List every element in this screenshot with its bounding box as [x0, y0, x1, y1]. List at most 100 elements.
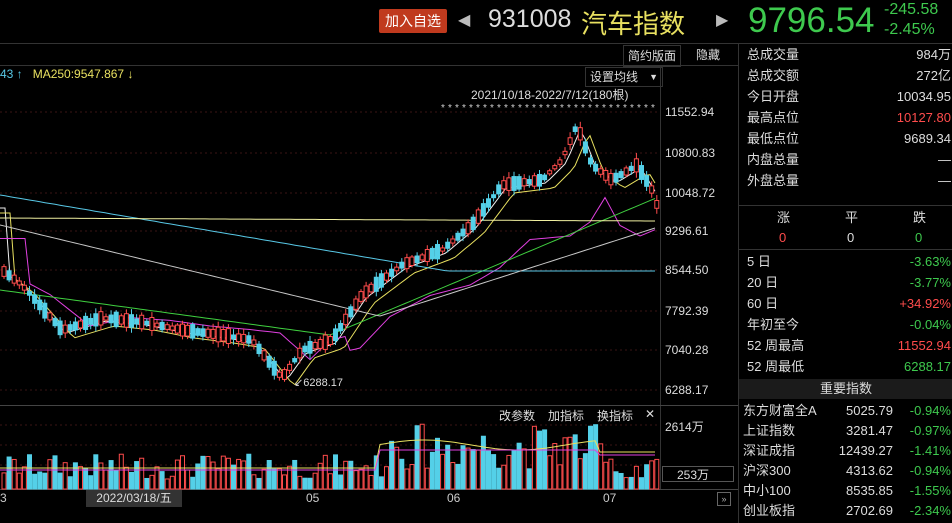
- svg-text:*: *: [567, 103, 571, 114]
- add-indicator-button[interactable]: 加指标: [548, 409, 585, 423]
- svg-text:*: *: [637, 103, 641, 114]
- index-name: 上证指数: [743, 423, 796, 438]
- index-value: 8535.85: [846, 483, 893, 498]
- index-row[interactable]: 东方财富全A 5025.79 -0.94%: [743, 401, 951, 421]
- hide-button[interactable]: 隐藏: [695, 48, 720, 62]
- chevron-down-icon: ▼: [649, 72, 658, 82]
- svg-text:*: *: [476, 103, 480, 114]
- index-pct: -2.34%: [909, 503, 951, 518]
- svg-text:*: *: [616, 103, 620, 114]
- stat-value: 9689.34: [904, 131, 951, 146]
- quote-panel: 总成交量 984万 总成交额 272亿 今日开盘 10034.95 最高点位 10127.80…: [738, 43, 952, 523]
- index-value: 3281.47: [846, 423, 893, 438]
- svg-text:*: *: [504, 103, 508, 114]
- simple-layout-button[interactable]: 简约版面: [623, 45, 681, 67]
- performance-value: +34.92%: [899, 296, 951, 311]
- svg-text:*: *: [553, 103, 557, 114]
- performance-row: 5 日 -3.63%: [747, 252, 951, 272]
- performance-row: 60 日 +34.92%: [747, 294, 951, 314]
- index-name: 深证成指: [743, 443, 796, 458]
- index-value: 12439.27: [838, 443, 893, 458]
- stat-label: 总成交量: [747, 47, 800, 62]
- stat-row: 外盘总量 —: [747, 171, 951, 191]
- performance-value: -3.63%: [909, 254, 951, 269]
- y-tick-label: 10048.72: [665, 186, 716, 200]
- fast-forward-icon[interactable]: »: [717, 492, 731, 506]
- index-row[interactable]: 沪深300 4313.62 -0.94%: [743, 461, 951, 481]
- set-ma-label: 设置均线: [590, 70, 639, 84]
- price-change: -245.58: [884, 1, 939, 18]
- index-pct: -0.94%: [909, 463, 951, 478]
- performance-label: 年初至今: [747, 317, 800, 332]
- performance-value: 11552.94: [897, 338, 951, 353]
- stat-row: 今日开盘 10034.95: [747, 87, 951, 107]
- y-tick-label: 7792.39: [665, 304, 709, 318]
- prev-arrow-icon[interactable]: ◀: [458, 12, 471, 29]
- performance-label: 5 日: [747, 254, 771, 269]
- ma-legend: 43 ↑ MA250:9547.867 ↓: [0, 67, 133, 81]
- svg-text:*: *: [539, 103, 543, 114]
- performance-row: 52 周最低 6288.17: [747, 357, 951, 377]
- index-code: 931008: [488, 5, 572, 33]
- svg-text:*: *: [469, 103, 473, 114]
- change-params-button[interactable]: 改参数: [499, 409, 536, 423]
- close-icon[interactable]: ✕: [645, 407, 656, 421]
- x-label-edge: 3: [0, 491, 7, 505]
- performance-value: -0.04%: [909, 317, 951, 332]
- index-name: 沪深300: [743, 463, 791, 478]
- stat-label: 内盘总量: [747, 152, 800, 167]
- svg-text:*: *: [546, 103, 550, 114]
- svg-text:*: *: [595, 103, 599, 114]
- y-tick-label: 6288.17: [665, 383, 709, 397]
- low-marker-value: 6288.17: [303, 377, 343, 389]
- y-tick-label: 11552.94: [665, 105, 715, 119]
- price-change-pct: -2.45%: [884, 21, 935, 38]
- index-row[interactable]: 上证指数 3281.47 -0.97%: [743, 421, 951, 441]
- svg-text:*: *: [609, 103, 613, 114]
- cursor-date-label: 2022/03/18/五: [86, 490, 182, 507]
- index-name: 东方财富全A: [743, 403, 817, 418]
- switch-indicator-button[interactable]: 换指标: [597, 409, 634, 423]
- performance-row: 年初至今 -0.04%: [747, 315, 951, 335]
- stat-label: 总成交额: [747, 68, 800, 83]
- index-value: 5025.79: [846, 403, 893, 418]
- stat-row: 总成交额 272亿: [747, 66, 951, 86]
- svg-text:*: *: [560, 103, 564, 114]
- svg-text:*: *: [574, 103, 578, 114]
- ma-legend-prefix: 43 ↑: [0, 67, 23, 81]
- svg-text:*: *: [581, 103, 585, 114]
- index-name: 汽车指数: [581, 9, 686, 39]
- index-value: 2702.69: [846, 503, 893, 518]
- low-marker-label: ↙6288.17: [294, 377, 343, 389]
- index-pct: -0.94%: [909, 403, 951, 418]
- index-row[interactable]: 创业板指 2702.69 -2.34%: [743, 501, 951, 521]
- performance-row: 52 周最高 11552.94: [747, 336, 951, 356]
- svg-text:*: *: [455, 103, 459, 114]
- volume-axis-top: 2614万: [665, 420, 704, 434]
- add-to-watchlist-button[interactable]: 加入自选: [379, 9, 447, 33]
- performance-value: -3.77%: [909, 275, 951, 290]
- stat-value: 272亿: [916, 68, 951, 83]
- stat-value: —: [938, 173, 951, 188]
- stat-value: 984万: [916, 47, 951, 62]
- breadth-down-count: 0: [915, 230, 923, 245]
- indices-header: 重要指数: [739, 379, 952, 399]
- x-label-june: 06: [447, 491, 461, 505]
- performance-label: 52 周最高: [747, 338, 805, 353]
- index-row[interactable]: 深证成指 12439.27 -1.41%: [743, 441, 951, 461]
- index-pct: -1.55%: [909, 483, 951, 498]
- next-arrow-icon[interactable]: ▶: [716, 12, 729, 29]
- breadth-flat-count: 0: [847, 230, 855, 245]
- svg-text:*: *: [448, 103, 452, 114]
- svg-text:*: *: [532, 103, 536, 114]
- svg-text:*: *: [441, 103, 445, 114]
- svg-text:*: *: [602, 103, 606, 114]
- stat-row: 总成交量 984万: [747, 45, 951, 65]
- ma250-label: MA250:9547.867 ↓: [32, 67, 134, 81]
- date-range: 2021/10/18-2022/7/12(180根): [471, 88, 629, 102]
- index-row[interactable]: 中小100 8535.85 -1.55%: [743, 481, 951, 501]
- stat-label: 最低点位: [747, 131, 800, 146]
- svg-text:*: *: [588, 103, 592, 114]
- set-ma-dropdown[interactable]: 设置均线 ▼: [585, 67, 663, 87]
